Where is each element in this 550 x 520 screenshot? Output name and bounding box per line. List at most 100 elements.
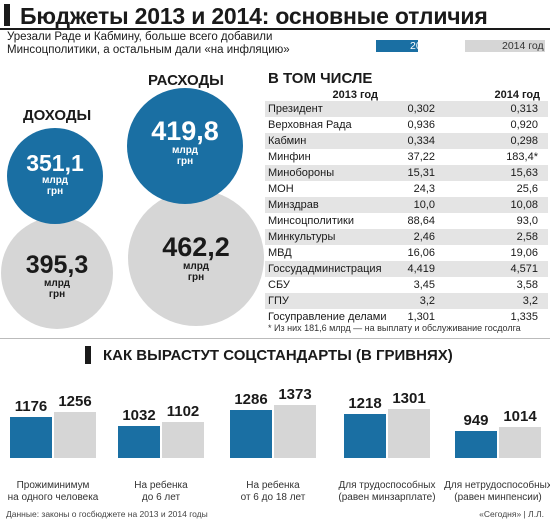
row-name: Президент [268,103,323,115]
bar-value-label: 1102 [166,403,200,420]
table-row: Верховная Рада 0,936 0,920 [265,117,548,133]
row-value-2013: 2,46 [413,231,435,243]
income-2014-circle [1,217,113,329]
category-label-line: от 6 до 18 лет [240,492,306,503]
legend-2014-swatch [465,40,545,52]
row-name: Госуправление делами [268,311,387,323]
table-row: СБУ 3,45 3,58 [265,277,548,293]
bar-2014 [162,422,204,458]
income-2013-text: 351,1 млрд грн [7,152,103,198]
row-value-2014: 0,920 [510,119,538,131]
category-label-line: На ребенка [134,480,188,491]
row-name: Минобороны [268,167,335,179]
table-row: МВД 16,06 19,06 [265,245,548,261]
income-2014-text: 395,3 млрд грн [1,251,113,301]
row-value-2014: 1,335 [510,311,538,323]
bar-value-label: 1301 [392,390,426,407]
bar-value-label: 1286 [234,391,268,408]
page-title: Бюджеты 2013 и 2014: основные отличия [20,3,488,29]
category-label-line: На ребенка [246,480,300,491]
chart-title: КАК ВЫРАСТУТ СОЦСТАНДАРТЫ (В ГРИВНЯХ) [103,347,453,364]
bar-value-label: 1373 [278,386,312,403]
bar-value-label: 1014 [503,408,537,425]
row-value-2013: 1,301 [407,311,435,323]
expense-2014-unit1: млрд [183,261,209,272]
row-value-2013: 0,936 [407,119,435,131]
category-label-line: до 6 лет [141,492,181,503]
row-value-2014: 2,58 [516,231,538,243]
income-2013-unit2: грн [46,186,64,197]
row-value-2014: 15,63 [510,167,538,179]
row-value-2013: 24,3 [413,183,435,195]
bar-value-label: 1218 [348,395,382,412]
income-label: ДОХОДЫ [23,107,92,124]
category-label-line: на одного человека [7,492,99,503]
table-row: Минкультуры 2,46 2,58 [265,229,548,245]
row-value-2013: 16,06 [407,247,435,259]
category-label-line: Прожиминимум [16,480,90,491]
table-row: Минсоцполитики 88,64 93,0 [265,213,548,229]
row-name: МВД [268,247,292,259]
table-row: Минздрав 10,0 10,08 [265,197,548,213]
expense-2014-unit2: грн [187,272,205,283]
income-2014-unit1: млрд [44,278,70,289]
bar-2014 [499,427,541,458]
row-value-2013: 3,2 [419,295,435,307]
income-2013-circle [7,128,103,224]
table-row: ГПУ 3,2 3,2 [265,293,548,309]
title-marker [4,4,10,26]
table-row: Президент 0,302 0,313 [265,101,548,117]
category-label: Для нетрудоспособных (равен минпенсии) [443,480,550,504]
bar-value-label: 1256 [58,393,92,410]
category-label-line: Для нетрудоспособных [444,480,550,491]
legend-2014-label: 2014 год [502,40,544,52]
row-value-2013: 0,334 [407,135,435,147]
section-divider [0,338,550,339]
row-value-2013: 15,31 [407,167,435,179]
row-name: Кабмин [268,135,307,147]
bar-2013 [455,431,497,458]
row-value-2014: 4,571 [510,263,538,275]
table-row: Госсудадминистрация 4,419 4,571 [265,261,548,277]
category-label-line: (равен минзарплате) [338,492,436,503]
category-label: Для трудоспособных (равен минзарплате) [332,480,442,504]
row-name: Минкультуры [268,231,336,243]
row-value-2014: 0,313 [510,103,538,115]
category-label-line: Для трудоспособных [338,480,436,491]
expense-2014-text: 462,2 млрд грн [128,232,264,284]
category-label: Прожиминимум на одного человека [0,480,108,504]
row-value-2014: 19,06 [510,247,538,259]
income-2014-value: 395,3 [25,251,89,279]
expense-label: РАСХОДЫ [148,72,224,89]
row-name: СБУ [268,279,290,291]
bar-2013 [344,414,386,458]
row-value-2014: 10,08 [510,199,538,211]
expense-2014-value: 462,2 [162,232,230,262]
row-value-2014: 0,298 [510,135,538,147]
table-row: Госуправление делами 1,301 1,335 [265,309,548,325]
category-label: На ребенка от 6 до 18 лет [218,480,328,504]
page-subtitle: Урезали Раде и Кабмину, больше всего доб… [7,31,290,56]
credit-note: «Сегодня» | Л.Л. [479,509,544,519]
bar-2014 [54,412,96,458]
row-value-2014: 93,0 [516,215,538,227]
row-value-2014: 25,6 [516,183,538,195]
row-name: Минздрав [268,199,319,211]
row-value-2013: 37,22 [407,151,435,163]
expense-2013-unit2: грн [176,156,194,167]
bar-2013 [118,426,160,458]
bar-2014 [388,409,430,458]
row-value-2013: 4,419 [407,263,435,275]
bar-2013 [10,417,52,458]
table-col-2013: 2013 год [332,89,378,101]
row-value-2014: 183,4* [506,151,538,163]
category-label: На ребенка до 6 лет [106,480,216,504]
row-name: Верховная Рада [268,119,352,131]
title-rule [0,28,550,30]
income-2013-unit1: млрд [42,175,68,186]
expense-2014-circle [128,190,264,326]
row-value-2014: 3,2 [522,295,538,307]
bar-2014 [274,405,316,458]
income-2014-unit2: грн [48,289,66,300]
expense-2013-value: 419,8 [151,116,219,146]
